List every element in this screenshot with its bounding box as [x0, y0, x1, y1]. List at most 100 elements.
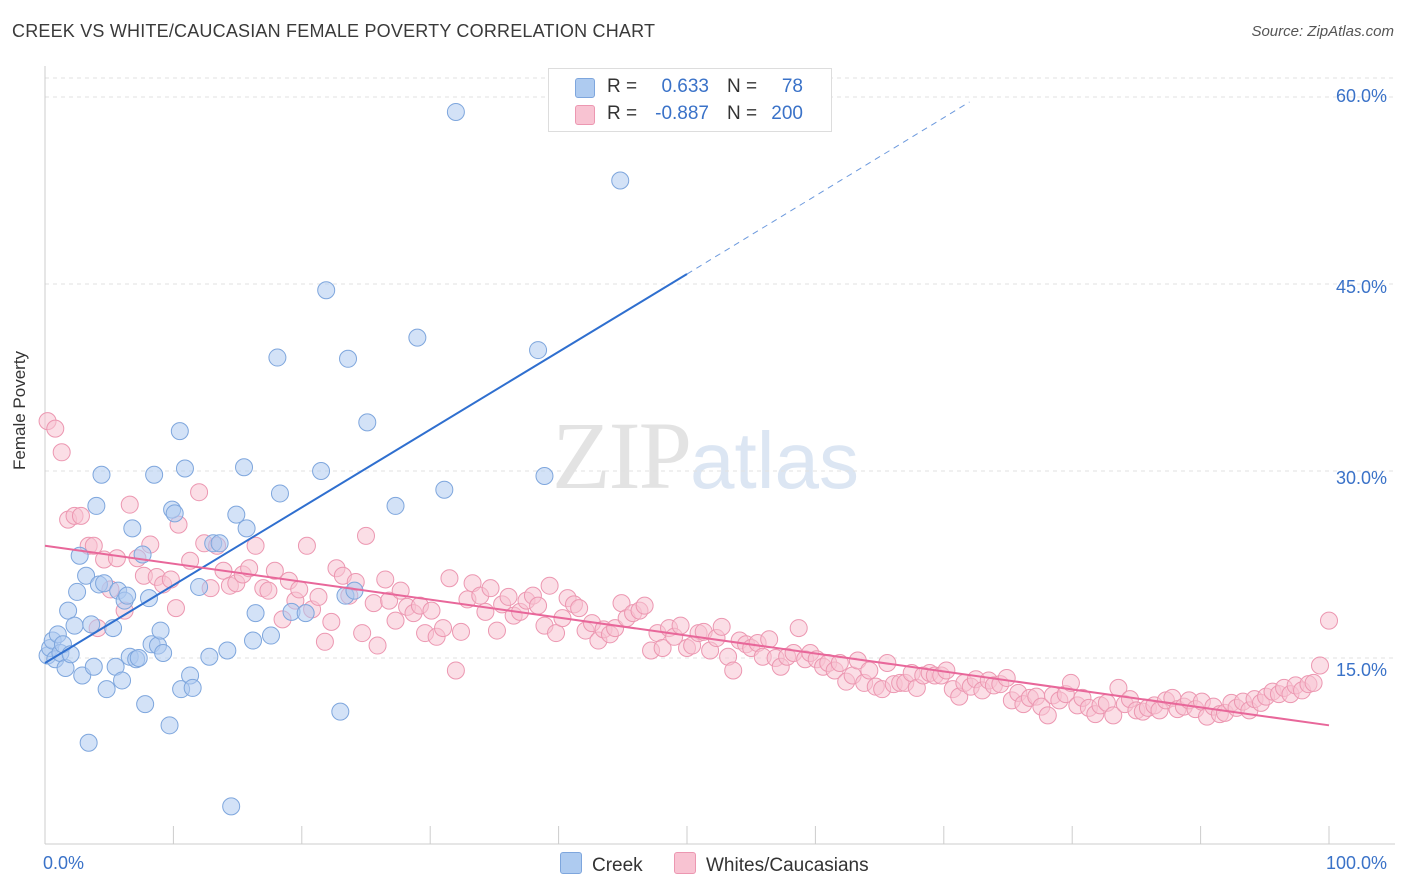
legend-n-label: N =	[727, 76, 758, 97]
data-point	[408, 328, 427, 347]
data-point	[386, 496, 405, 515]
data-point	[481, 579, 500, 598]
data-point	[95, 574, 114, 593]
data-point	[270, 484, 289, 503]
data-point	[246, 536, 265, 555]
data-point	[322, 612, 341, 631]
legend-swatch-whites	[575, 105, 595, 125]
data-point	[1038, 706, 1057, 725]
data-point	[118, 586, 137, 605]
data-point	[1104, 706, 1123, 725]
data-point	[84, 536, 103, 555]
data-point	[175, 459, 194, 478]
data-point	[353, 624, 372, 643]
data-point	[222, 797, 241, 816]
data-point	[1311, 656, 1330, 675]
data-point	[606, 619, 625, 638]
data-point	[151, 621, 170, 640]
data-point	[364, 594, 383, 613]
data-point	[160, 716, 179, 735]
correlation-legend: R = 0.633 N = 78 R = -0.887 N = 200	[548, 68, 832, 132]
data-point	[123, 519, 142, 538]
data-point	[183, 678, 202, 697]
data-point	[71, 506, 90, 525]
data-point	[235, 458, 254, 477]
data-point	[570, 599, 589, 618]
data-point	[59, 601, 78, 620]
data-point	[87, 496, 106, 515]
data-point	[296, 604, 315, 623]
data-point	[1061, 673, 1080, 692]
data-point	[368, 636, 387, 655]
data-point	[309, 587, 328, 606]
data-point	[261, 626, 280, 645]
trendline-creek	[44, 273, 688, 664]
series-legend-creek: Creek	[560, 852, 643, 877]
data-point	[452, 622, 471, 641]
data-point	[107, 549, 126, 568]
trendline-creek-extension	[686, 101, 970, 275]
data-point	[547, 624, 566, 643]
data-point	[154, 644, 173, 663]
data-point	[165, 504, 184, 523]
data-point	[240, 559, 259, 578]
data-point	[145, 465, 164, 484]
data-point	[246, 604, 265, 623]
data-point	[724, 661, 743, 680]
data-point	[218, 641, 237, 660]
data-point	[386, 611, 405, 630]
series-legend-whites: Whites/Caucasians	[674, 852, 869, 877]
data-point	[227, 505, 246, 524]
data-point	[529, 341, 548, 360]
legend-swatch-creek	[575, 78, 595, 98]
data-point	[259, 581, 278, 600]
data-point	[120, 495, 139, 514]
data-point	[317, 281, 336, 300]
y-tick-label-15: 15.0%	[1336, 660, 1388, 680]
legend-n-label: N =	[727, 103, 758, 124]
data-point	[331, 702, 350, 721]
x-tick-label-min: 0.0%	[43, 853, 85, 873]
series-swatch-whites	[674, 852, 696, 874]
data-point	[52, 443, 71, 462]
y-tick-label-30: 30.0%	[1336, 468, 1388, 488]
data-point	[422, 601, 441, 620]
data-point	[268, 348, 287, 367]
data-point	[535, 466, 554, 485]
data-point	[79, 733, 98, 752]
data-point	[190, 483, 209, 502]
data-point	[529, 596, 548, 615]
data-point	[65, 616, 84, 635]
data-point	[200, 647, 219, 666]
y-axis-label: Female Poverty	[10, 350, 29, 470]
data-point	[129, 649, 148, 667]
data-point	[671, 616, 690, 635]
data-point	[244, 631, 263, 650]
data-point	[540, 576, 559, 595]
series-label-whites: Whites/Caucasians	[706, 855, 869, 876]
legend-row-creek: R = 0.633 N = 78	[549, 73, 831, 101]
data-point	[92, 465, 111, 484]
data-point	[860, 661, 879, 680]
data-point	[358, 413, 377, 432]
data-point	[611, 171, 630, 190]
data-point	[487, 621, 506, 640]
data-point	[376, 570, 395, 589]
series-swatch-creek	[560, 852, 582, 874]
data-point	[789, 619, 808, 638]
data-point	[315, 632, 334, 651]
data-point	[161, 570, 180, 589]
y-tick-label-60: 60.0%	[1336, 86, 1388, 106]
data-point	[113, 671, 132, 690]
legend-r-value: 0.633	[661, 76, 709, 97]
watermark-atlas: atlas	[690, 416, 859, 505]
data-point	[339, 349, 358, 368]
data-point	[434, 619, 453, 638]
data-point	[297, 536, 316, 555]
trendline-whites	[44, 544, 1330, 727]
data-point	[265, 561, 284, 580]
data-point	[210, 534, 229, 553]
data-point	[830, 653, 849, 672]
data-point	[635, 596, 654, 615]
data-point	[136, 695, 155, 714]
